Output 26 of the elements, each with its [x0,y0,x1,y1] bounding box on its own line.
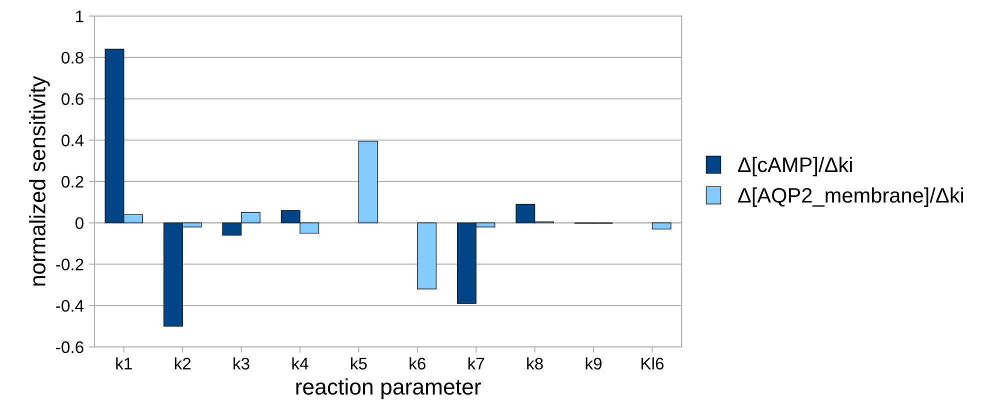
x-tick-label: k9 [586,357,602,370]
x-tick-label: k8 [527,357,543,370]
y-tick-label: 0.8 [62,52,84,64]
y-tick-label: 0 [75,217,84,230]
x-tick-label: k6 [410,357,426,370]
bar [652,222,672,230]
y-tick-label: 0.6 [62,93,84,105]
y-tick-label: 0.2 [62,176,84,188]
legend-label: Δ[cAMP]/Δki [738,156,852,176]
y-tick-label: -0.6 [56,341,84,354]
x-tick-label: Kl6 [642,357,664,370]
y-tick-label: 1 [76,10,84,22]
x-tick-label: k2 [174,357,191,370]
x-axis-title: reaction parameter [296,378,481,400]
x-tick-label: k4 [292,357,308,370]
y-tick-label: -0.4 [56,300,84,312]
x-tick-label: k5 [351,357,367,370]
y-tick-label: -0.2 [56,258,84,270]
bar [358,140,378,224]
legend-label: Δ[AQP2_membrane]/Δki [738,187,964,207]
bar [417,222,437,290]
x-tick-label: k7 [468,357,484,370]
y-axis-title: normalized sensitivity [29,76,50,286]
x-tick-label: k3 [234,357,250,370]
y-tick-label: 0.4 [62,134,84,146]
x-tick-label: k1 [116,357,132,370]
